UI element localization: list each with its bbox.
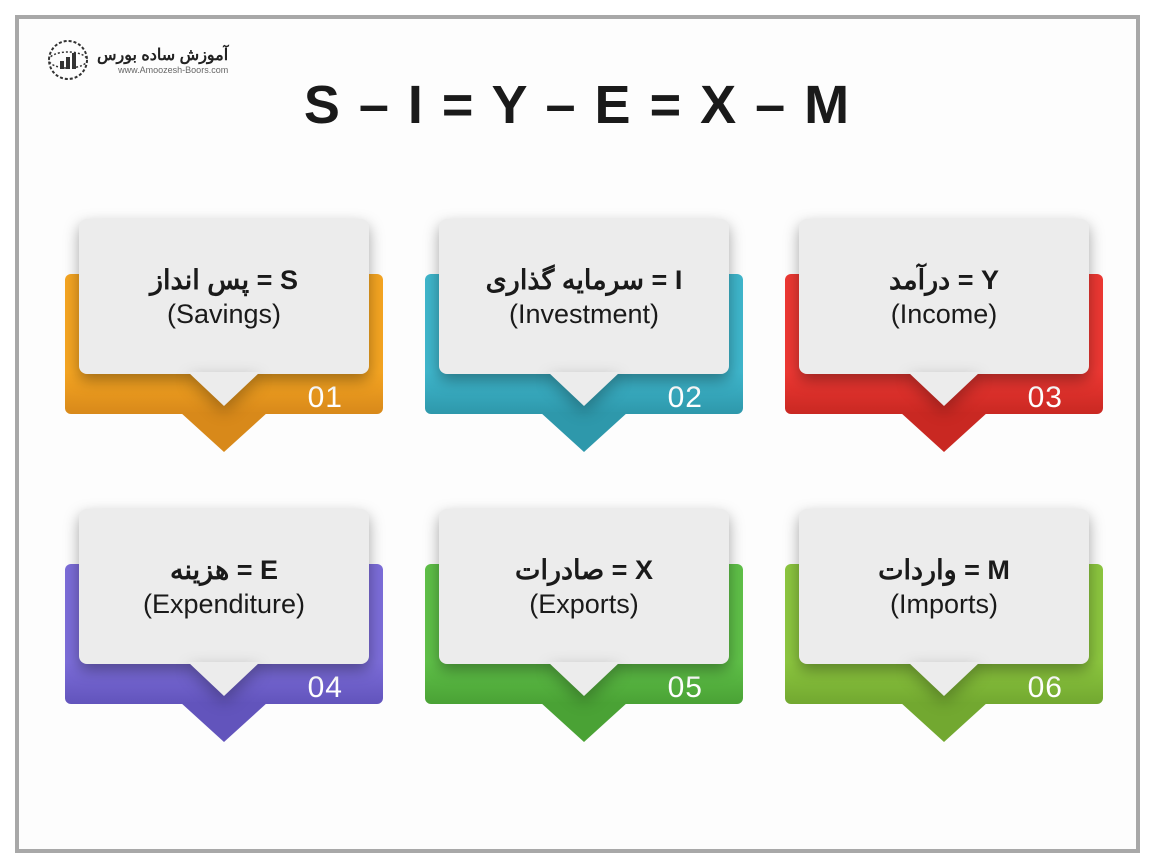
card-number: 02: [668, 381, 703, 415]
info-card: E = هزینه(Expenditure)04: [79, 509, 369, 699]
info-card: S = پس انداز(Savings)01: [79, 219, 369, 409]
card-panel: M = واردات(Imports): [799, 509, 1089, 664]
info-card: Y = درآمد(Income)03: [799, 219, 1089, 409]
info-card: X = صادرات(Exports)05: [439, 509, 729, 699]
card-panel: E = هزینه(Expenditure): [79, 509, 369, 664]
card-panel: Y = درآمد(Income): [799, 219, 1089, 374]
card-number: 03: [1028, 381, 1063, 415]
card-panel: S = پس انداز(Savings): [79, 219, 369, 374]
card-label-persian: X = صادرات: [515, 553, 653, 588]
page-frame: آموزش ساده بورس www.Amoozesh-Boors.com S…: [15, 15, 1140, 853]
card-panel: I = سرمایه گذاری(Investment): [439, 219, 729, 374]
card-label-english: (Imports): [890, 588, 998, 620]
card-label-english: (Exports): [529, 588, 639, 620]
cards-grid: S = پس انداز(Savings)01I = سرمایه گذاری(…: [79, 219, 1076, 699]
card-label-persian: I = سرمایه گذاری: [486, 263, 683, 298]
card-label-persian: S = پس انداز: [150, 263, 298, 298]
logo-title: آموزش ساده بورس: [97, 45, 228, 65]
info-card: I = سرمایه گذاری(Investment)02: [439, 219, 729, 409]
card-label-persian: E = هزینه: [170, 553, 278, 588]
card-number: 06: [1028, 671, 1063, 705]
card-label-english: (Investment): [509, 298, 659, 330]
card-number: 01: [308, 381, 343, 415]
card-label-english: (Income): [891, 298, 998, 330]
card-label-persian: Y = درآمد: [889, 263, 999, 298]
card-number: 04: [308, 671, 343, 705]
card-label-persian: M = واردات: [878, 553, 1010, 588]
card-panel: X = صادرات(Exports): [439, 509, 729, 664]
info-card: M = واردات(Imports)06: [799, 509, 1089, 699]
card-label-english: (Expenditure): [143, 588, 305, 620]
card-number: 05: [668, 671, 703, 705]
card-label-english: (Savings): [167, 298, 281, 330]
main-formula: S – I = Y – E = X – M: [19, 74, 1136, 136]
